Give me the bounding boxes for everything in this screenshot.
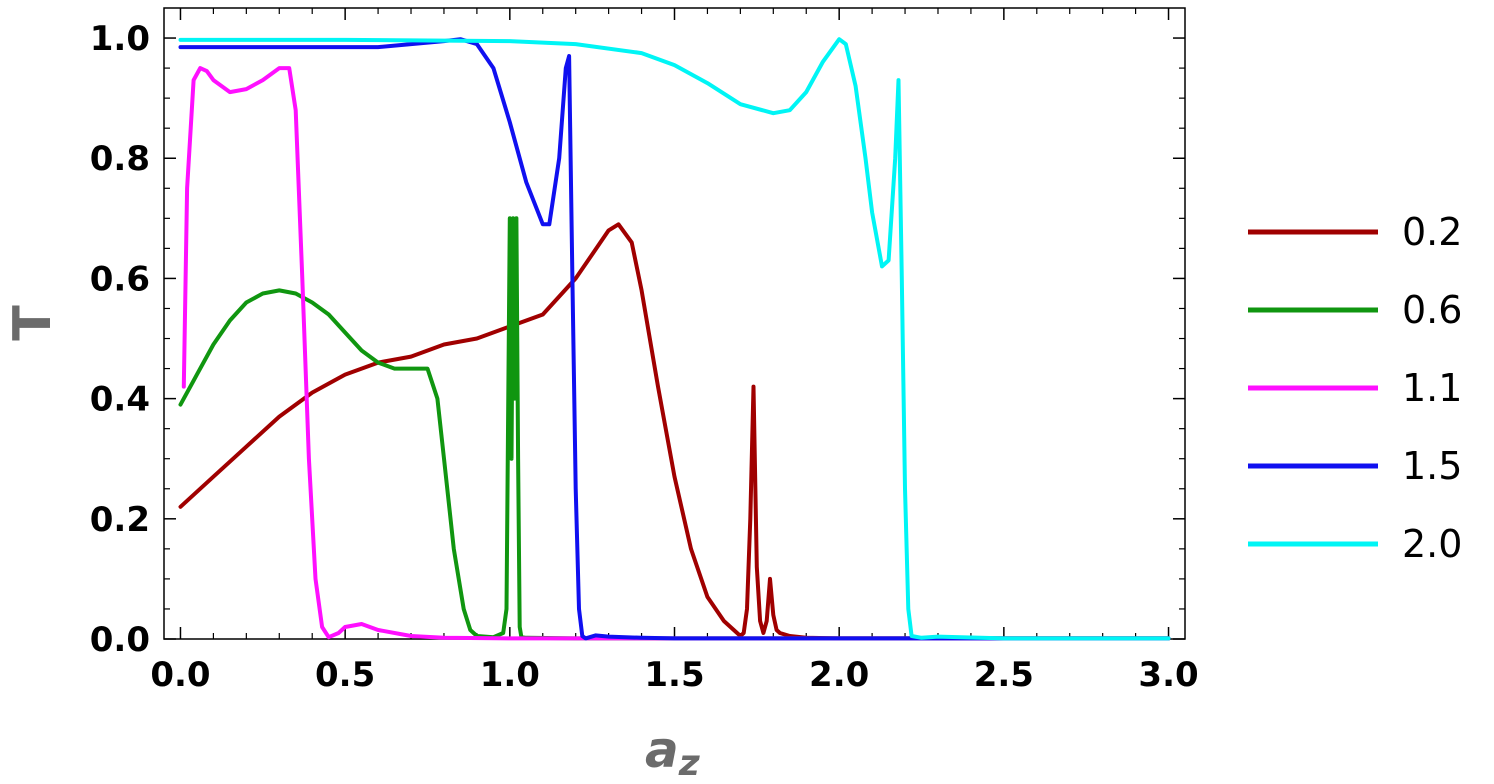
y-tick-label: 0.4 xyxy=(90,380,150,420)
x-tick-label: 0.0 xyxy=(150,655,210,695)
x-axis-title-main: a xyxy=(645,721,679,779)
series-line-1.5 xyxy=(178,37,1171,641)
x-axis-title: az xyxy=(645,721,701,784)
legend-label: 2.0 xyxy=(1402,522,1462,566)
x-axis-title-sub: z xyxy=(678,743,701,784)
y-tick-label: 0.6 xyxy=(90,259,150,299)
legend-label: 1.5 xyxy=(1402,444,1462,488)
y-tick-label: 0.0 xyxy=(90,620,150,660)
y-axis-title: T xyxy=(3,305,63,341)
legend-label: 0.2 xyxy=(1402,210,1462,254)
x-tick-label: 1.5 xyxy=(644,655,704,695)
x-tick-label: 1.0 xyxy=(480,655,540,695)
x-tick-label: 3.0 xyxy=(1138,655,1198,695)
legend-label: 0.6 xyxy=(1402,288,1462,332)
legend-label: 1.1 xyxy=(1402,366,1462,410)
y-tick-label: 0.2 xyxy=(90,500,150,540)
plot-frame xyxy=(163,7,1186,640)
x-tick-label: 0.5 xyxy=(315,655,375,695)
series-line-2.0 xyxy=(178,37,1171,641)
y-tick-label: 0.8 xyxy=(90,139,150,179)
x-tick-label: 2.5 xyxy=(974,655,1034,695)
y-tick-label: 1.0 xyxy=(90,19,150,59)
tick-labels: 0.0 0.5 1.0 1.5 2.0 2.5 3.0 0.0 0.2 0.4 0.6 0.8 1.0 xyxy=(90,19,1199,695)
series-line-1.1 xyxy=(181,66,1171,641)
x-tick-label: 2.0 xyxy=(809,655,869,695)
legend: 0.2 0.6 1.1 1.5 2.0 xyxy=(1248,210,1462,566)
series-line-0.2 xyxy=(178,222,1171,641)
axis-ticks xyxy=(164,8,1185,640)
series-lines xyxy=(178,37,1171,641)
series-line-0.6 xyxy=(178,216,1171,641)
